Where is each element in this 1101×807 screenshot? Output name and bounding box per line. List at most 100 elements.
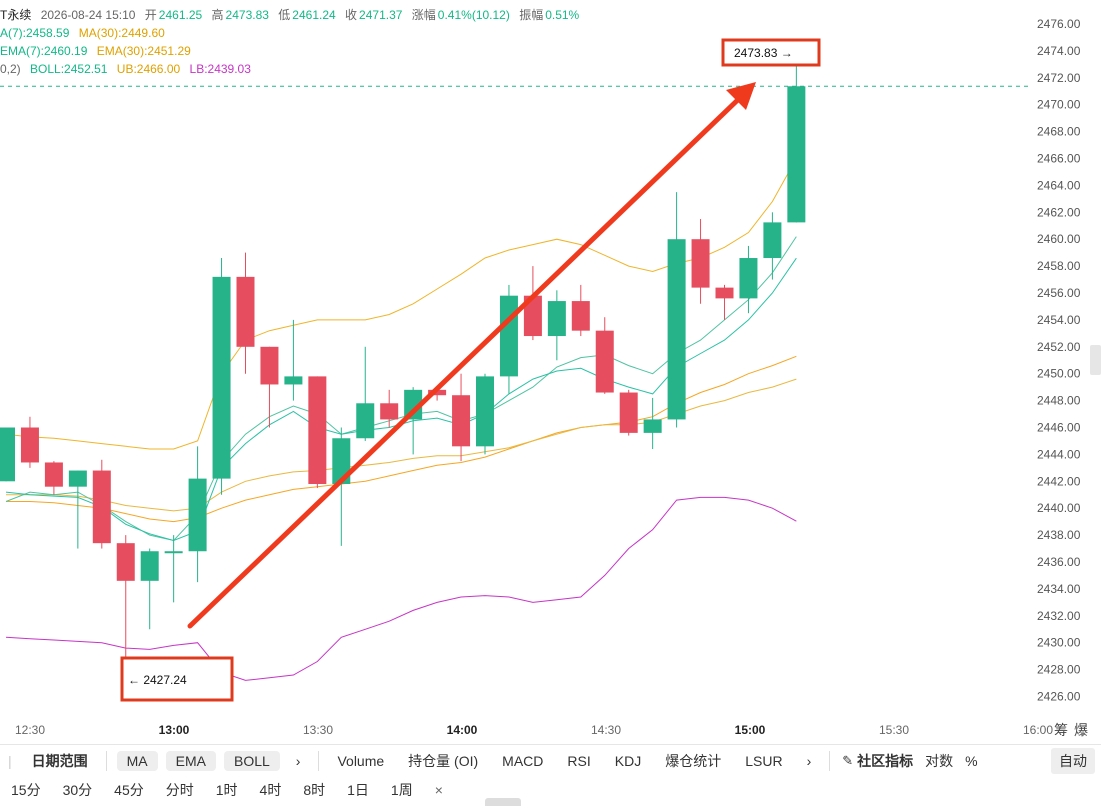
candle-body — [571, 301, 590, 331]
y-tick-label: 2458.00 — [1037, 259, 1081, 273]
x-tick-label: 14:00 — [447, 723, 478, 737]
low-annotation-box — [120, 656, 234, 702]
log-scale-toggle[interactable]: 对数 — [925, 753, 954, 769]
close-value: 2471.37 — [359, 8, 403, 22]
candle-body — [739, 258, 758, 299]
liquidation-tab[interactable]: 爆仓统计 — [665, 753, 722, 769]
candle-body — [236, 276, 255, 347]
candle-body — [428, 389, 447, 396]
y-tick-label: 2456.00 — [1037, 286, 1081, 300]
ma30-legend: MA(30):2449.60 — [78, 26, 165, 40]
datetime-label: 2026-08-24 15:10 — [40, 8, 136, 22]
y-tick-label: 2444.00 — [1037, 447, 1081, 461]
interval-1h[interactable]: 1时 — [215, 782, 238, 798]
candle-body — [787, 86, 806, 223]
candle-body — [284, 376, 303, 385]
more-main-indicators[interactable]: › — [295, 753, 301, 769]
candle-body — [380, 403, 399, 420]
candle-body — [404, 389, 423, 420]
candle-body — [332, 438, 351, 484]
interval-8h[interactable]: 8时 — [303, 782, 326, 798]
ohlc-header: T永续 2026-08-24 15:10 开 2461.25 高 2473.83 低… — [0, 6, 585, 24]
interval-45m[interactable]: 45分 — [114, 782, 144, 798]
x-tick-label: 15:00 — [735, 723, 766, 737]
candle-body — [44, 462, 63, 487]
y-axis-panel — [1028, 0, 1101, 740]
y-tick-label: 2474.00 — [1037, 44, 1081, 58]
more-sub-indicators[interactable]: › — [806, 753, 812, 769]
candle-body — [20, 427, 39, 463]
rsi-tab[interactable]: RSI — [567, 753, 591, 769]
candle-body — [0, 427, 15, 482]
candle-body — [260, 346, 279, 385]
candle-body — [619, 392, 638, 433]
macd-tab[interactable]: MACD — [502, 753, 544, 769]
ema30-line — [6, 355, 797, 523]
high-annotation-label: 2473.83 → — [734, 46, 793, 60]
candle-body — [547, 301, 566, 337]
interval-1w[interactable]: 1周 — [390, 782, 413, 798]
candle-body — [691, 239, 710, 288]
left-edge-label: | — [8, 753, 12, 769]
oi-tab[interactable]: 持仓量 (OI) — [408, 753, 479, 769]
ma30-secondary-line — [6, 378, 797, 512]
ema-toggle[interactable]: EMA — [165, 751, 216, 771]
percent-scale-toggle[interactable]: % — [965, 753, 978, 769]
interval-bar: 15分 30分 45分 分时 1时 4时 8时 1日 1周 × — [0, 776, 1101, 804]
y-tick-label: 2430.00 — [1037, 636, 1081, 650]
indicator-toolbar: | 日期范围 MA EMA BOLL › Volume 持仓量 (OI) MAC… — [0, 744, 1101, 777]
candles — [0, 53, 806, 670]
interval-30m[interactable]: 30分 — [62, 782, 93, 798]
y-tick-label: 2460.00 — [1037, 232, 1081, 246]
boll-ub-legend: UB:2466.00 — [116, 62, 181, 76]
close-icon[interactable]: × — [434, 782, 443, 798]
y-tick-label: 2470.00 — [1037, 98, 1081, 112]
y-tick-label: 2472.00 — [1037, 71, 1081, 85]
y-tick-label: 2462.00 — [1037, 205, 1081, 219]
y-tick-label: 2452.00 — [1037, 340, 1081, 354]
high-annotation-box — [721, 38, 821, 67]
ma7-line — [5, 236, 797, 542]
candle-body — [643, 419, 662, 433]
volume-tab[interactable]: Volume — [337, 753, 385, 769]
candle-body — [452, 395, 471, 447]
right-panel-label: 筹 — [1054, 722, 1068, 739]
boll-lb-line — [5, 496, 797, 681]
y-tick-label: 2476.00 — [1037, 17, 1081, 31]
divider — [105, 751, 107, 771]
kdj-tab[interactable]: KDJ — [614, 753, 642, 769]
ema-legend: EMA(7):2460.19 EMA(30):2451.29 — [0, 42, 197, 60]
low-annotation-label: ← 2427.24 — [128, 673, 187, 687]
boll-toggle[interactable]: BOLL — [223, 751, 280, 771]
x-tick-label: 16:00 — [1023, 723, 1053, 737]
x-tick-label: 13:30 — [303, 723, 333, 737]
auto-scale-toggle[interactable]: 自动 — [1051, 748, 1095, 774]
indicator-lines — [5, 158, 797, 681]
edit-icon[interactable]: ✎ — [842, 753, 854, 768]
right-panel-handle[interactable] — [1090, 345, 1101, 375]
interval-15m[interactable]: 15分 — [11, 782, 41, 798]
candle-body — [164, 551, 183, 554]
candle-body — [140, 551, 159, 581]
x-tick-label: 13:00 — [159, 723, 190, 737]
candle-body — [212, 276, 231, 479]
y-tick-label: 2448.00 — [1037, 394, 1081, 408]
interval-1d[interactable]: 1日 — [347, 782, 369, 798]
ma-toggle[interactable]: MA — [116, 751, 158, 771]
change-value: 0.41%(10.12) — [437, 8, 510, 22]
interval-4h[interactable]: 4时 — [259, 782, 282, 798]
divider — [318, 751, 320, 771]
date-range-button[interactable]: 日期范围 — [31, 753, 88, 769]
lsur-tab[interactable]: LSUR — [745, 753, 783, 769]
y-tick-label: 2440.00 — [1037, 501, 1081, 515]
x-tick-label: 14:30 — [591, 723, 621, 737]
price-chart[interactable]: 2471.37 2473.83 → ← 2427.24 2476.00 2474.00… — [0, 0, 1101, 740]
bottom-drag-handle[interactable] — [485, 798, 521, 806]
ma-legend: A(7):2458.59 MA(30):2449.60 — [0, 24, 171, 42]
y-tick-label: 2442.00 — [1037, 474, 1081, 488]
ma7-legend: A(7):2458.59 — [0, 26, 70, 40]
y-tick-label: 2438.00 — [1037, 528, 1081, 542]
interval-timeline[interactable]: 分时 — [165, 782, 194, 798]
community-indicators-button[interactable]: 社区指标 — [857, 753, 914, 769]
candle-body — [308, 376, 327, 484]
